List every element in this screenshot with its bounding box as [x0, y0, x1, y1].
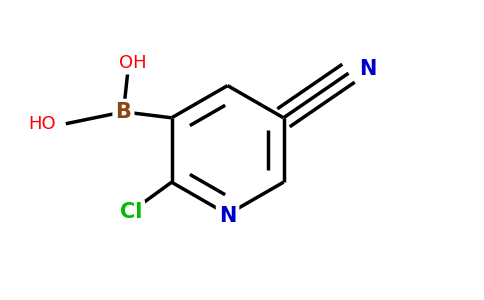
Text: N: N — [359, 59, 377, 79]
Text: Cl: Cl — [120, 202, 142, 222]
Text: N: N — [219, 206, 236, 226]
Text: OH: OH — [119, 54, 147, 72]
Text: HO: HO — [29, 115, 56, 133]
Text: B: B — [116, 102, 132, 122]
